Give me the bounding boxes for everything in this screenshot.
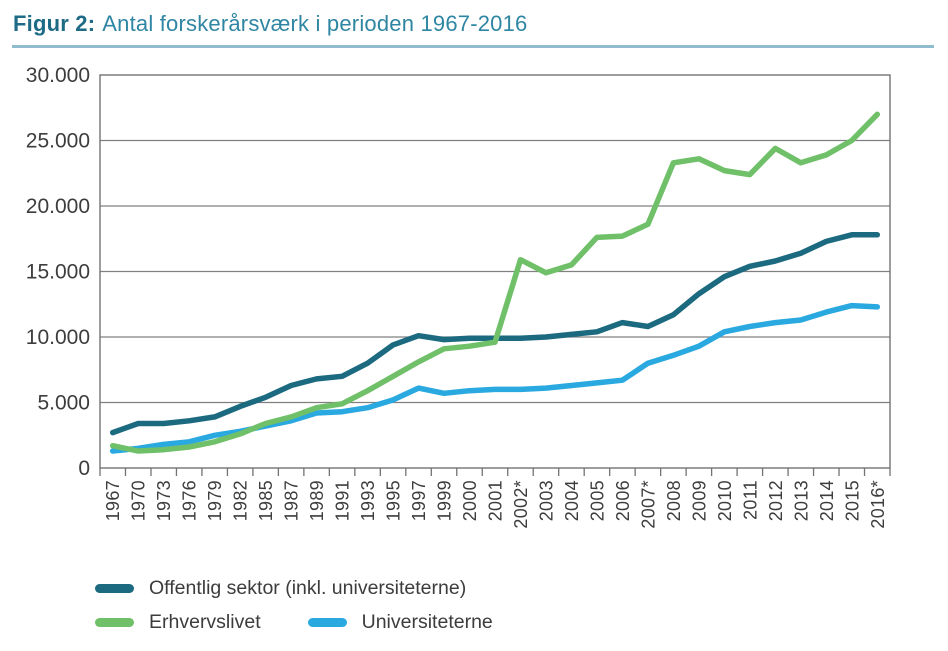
x-tick-label: 1995: [384, 480, 404, 521]
legend-label-offentlig-sektor: Offentlig sektor (inkl. universiteterne): [149, 576, 467, 599]
x-tick-label: 2012: [766, 480, 786, 521]
figure-title-text: Antal forskerårsværk i perioden 1967-201…: [102, 11, 528, 36]
legend-swatch-universiteterne: [307, 617, 347, 627]
x-tick-label: 1985: [256, 480, 276, 521]
x-tick-label: 2015: [842, 480, 862, 521]
series-line-erhvervslivet: [109, 111, 881, 454]
chart-legend: Offentlig sektor (inkl. universiteterne)…: [95, 574, 493, 642]
x-tick-label: 2013: [791, 480, 811, 521]
legend-row-1: Offentlig sektor (inkl. universiteterne): [95, 574, 493, 602]
x-tick-label: 2004: [562, 480, 582, 521]
legend-row-2: Erhvervslivet Universiteterne: [95, 608, 493, 636]
y-tick-label: 30.000: [26, 64, 90, 87]
x-tick-label: 2005: [587, 480, 607, 521]
x-tick-label: 1993: [358, 480, 378, 521]
x-tick-label: 2009: [689, 480, 709, 521]
x-tick-label: 2002*: [511, 480, 531, 529]
x-tick-label: 1991: [333, 480, 353, 521]
y-tick-label: 0: [78, 457, 90, 480]
x-tick-label: 2003: [536, 480, 556, 521]
y-tick-label: 15.000: [26, 261, 90, 284]
x-tick-label: 1987: [282, 480, 302, 521]
legend-label-erhvervslivet: Erhvervslivet: [149, 610, 261, 633]
y-tick-label: 25.000: [26, 130, 90, 153]
x-tick-label: 2010: [715, 480, 735, 521]
y-tick-label: 10.000: [26, 326, 90, 349]
x-tick-label: 2000: [460, 480, 480, 521]
figure-number-label: Figur 2:: [13, 11, 96, 36]
y-tick-label: 5.000: [37, 392, 90, 415]
x-tick-label: 2011: [740, 480, 760, 520]
legend-label-universiteterne: Universiteterne: [361, 610, 493, 633]
x-tick-label: 1973: [154, 480, 174, 521]
x-tick-label: 1999: [435, 480, 455, 521]
x-tick-label: 1979: [205, 480, 225, 521]
x-tick-label: 2016*: [868, 480, 888, 529]
x-tick-label: 1997: [409, 480, 429, 521]
x-tick-label: 2006: [613, 480, 633, 521]
legend-swatch-erhvervslivet: [95, 617, 134, 627]
legend-swatch-offentlig-sektor: [95, 583, 134, 593]
x-tick-label: 1989: [307, 480, 327, 521]
x-tick-label: 1982: [231, 480, 251, 521]
x-tick-label: 2001: [486, 480, 506, 521]
plot-frame: [99, 74, 891, 469]
y-tick-label: 20.000: [26, 195, 90, 218]
series-line-universiteterne: [109, 302, 881, 454]
x-tick-label: 1970: [129, 480, 149, 521]
title-underline-rule: [12, 45, 934, 48]
x-tick-label: 1976: [180, 480, 200, 521]
x-tick-label: 2014: [817, 480, 837, 521]
x-tick-label: 1967: [103, 480, 123, 521]
x-tick-label: 2008: [664, 480, 684, 521]
x-tick-label: 2007*: [638, 480, 658, 529]
figure-title: Figur 2: Antal forskerårsværk i perioden …: [13, 11, 527, 37]
